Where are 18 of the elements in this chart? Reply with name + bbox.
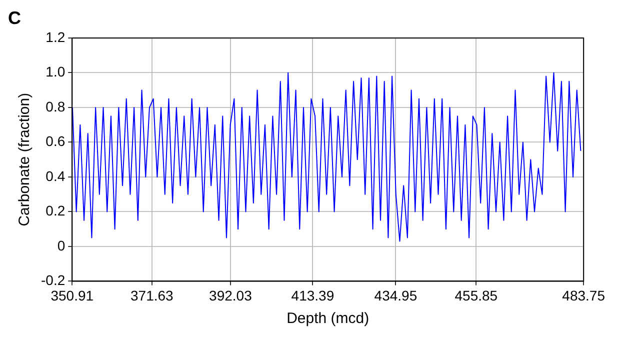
y-tick-label: 1.0 xyxy=(46,64,66,80)
x-tick-label: 413.39 xyxy=(291,287,334,304)
y-tick-label: 0.6 xyxy=(46,133,66,150)
y-tick-label: 0.4 xyxy=(46,168,66,184)
x-tick-label: 350.91 xyxy=(50,287,94,304)
y-tick-label: 0 xyxy=(57,237,66,254)
x-tick-label: 455.85 xyxy=(454,287,498,304)
y-tick-label: 0.2 xyxy=(46,202,66,219)
x-tick-label: 371.63 xyxy=(130,287,174,304)
y-tick-label: 1.2 xyxy=(46,28,66,45)
x-tick-label: 392.03 xyxy=(209,287,252,304)
x-tick-label: 434.95 xyxy=(374,287,418,304)
text: C xyxy=(8,8,21,29)
y-tick-label: 0.8 xyxy=(46,98,66,114)
x-axis-title: Depth (mcd) xyxy=(286,310,370,328)
y-axis-title: Carbonate (fraction) xyxy=(16,92,34,226)
y-tick-label: -0.2 xyxy=(41,272,66,288)
x-tick-label: 483.75 xyxy=(562,287,606,304)
